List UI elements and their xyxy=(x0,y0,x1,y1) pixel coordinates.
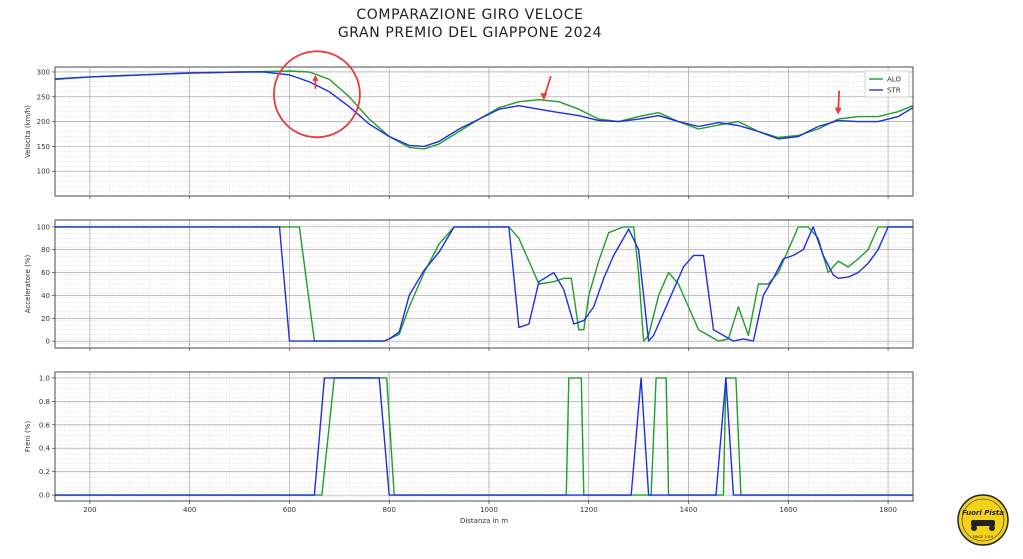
x-tick-label: 400 xyxy=(183,506,196,514)
series-line-alo xyxy=(54,70,914,150)
logo-title: Fuori Pista xyxy=(962,509,1004,517)
y-tick-label: 300 xyxy=(37,68,50,76)
y-tick-label: 20 xyxy=(41,315,50,323)
chart-title: COMPARAZIONE GIRO VELOCE GRAN PREMIO DEL… xyxy=(0,6,940,42)
y-axis-label: Acceleratore (%) xyxy=(24,254,32,313)
series-line-str xyxy=(55,377,913,496)
series-line-str xyxy=(54,71,914,148)
logo-emblem-icon: Fuori Pista SINCE 2019 xyxy=(957,494,1009,546)
x-tick-label: 200 xyxy=(83,506,96,514)
panel-1: 100 150 200 250 300 Velocita (km/h) ALO STR xyxy=(24,50,914,199)
x-tick-label: 1800 xyxy=(879,506,897,514)
y-tick-label: 0.0 xyxy=(39,492,50,500)
y-tick-label: 150 xyxy=(37,143,50,151)
y-tick-label: 0.2 xyxy=(39,468,50,476)
panel-2: 0 20 40 60 80 100 Acceleratore (%) xyxy=(24,219,914,351)
fuori-pista-logo: Fuori Pista SINCE 2019 xyxy=(957,494,1009,546)
y-tick-label: 100 xyxy=(37,168,50,176)
series-line-str xyxy=(55,226,913,342)
y-tick-label: 250 xyxy=(37,93,50,101)
x-axis-label: Distanza in m xyxy=(460,517,508,525)
plot-frame xyxy=(54,66,914,197)
panel-3: 0.0 0.2 0.4 0.6 0.8 1.0 200 400 600 800 1000 1200 14… xyxy=(24,371,914,525)
chart-title-line2: GRAN PREMIO DEL GIAPPONE 2024 xyxy=(337,25,603,41)
y-axis-label: Velocita (km/h) xyxy=(24,105,32,158)
x-tick-label: 1000 xyxy=(480,506,498,514)
y-tick-label: 0.8 xyxy=(39,398,50,406)
chart-title-line1: COMPARAZIONE GIRO VELOCE xyxy=(356,7,584,23)
annotation-arrow-head xyxy=(540,93,548,101)
plot-frame xyxy=(54,371,914,502)
x-tick-label: 1600 xyxy=(779,506,797,514)
y-tick-label: 200 xyxy=(37,118,50,126)
annotation-arrow-head xyxy=(834,107,842,115)
y-tick-label: 80 xyxy=(41,246,50,254)
y-tick-label: 0.6 xyxy=(39,421,51,429)
x-tick-label: 1400 xyxy=(680,506,698,514)
x-tick-label: 1200 xyxy=(580,506,598,514)
logo-subtitle: SINCE 2019 xyxy=(973,535,994,539)
annotation-arrow-head xyxy=(312,74,319,81)
legend-box xyxy=(864,70,910,98)
plot-frame xyxy=(54,219,914,349)
y-tick-label: 40 xyxy=(41,292,50,300)
x-tick-label: 600 xyxy=(283,506,296,514)
y-tick-label: 100 xyxy=(37,223,50,231)
y-tick-label: 1.0 xyxy=(39,374,50,382)
legend-label-alo: ALO xyxy=(887,76,901,84)
y-tick-label: 60 xyxy=(41,269,50,277)
annotation-circle xyxy=(272,50,361,139)
y-tick-label: 0 xyxy=(46,338,50,346)
legend-label-str: STR xyxy=(887,87,901,95)
y-tick-label: 0.4 xyxy=(39,445,51,453)
x-tick-label: 800 xyxy=(383,506,396,514)
y-axis-label: Freni (%) xyxy=(24,421,32,453)
